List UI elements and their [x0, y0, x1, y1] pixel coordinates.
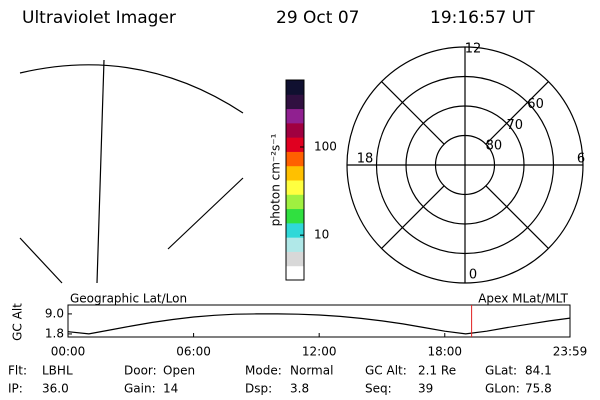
color-swatch — [286, 122, 304, 138]
color-swatch — [286, 94, 304, 110]
color-swatch — [286, 180, 304, 195]
lat-label: 70 — [506, 118, 523, 133]
info-value: Normal — [290, 364, 333, 378]
color-swatch — [286, 151, 304, 167]
info-value: 39 — [418, 382, 433, 396]
y-tick-label: 1.8 — [45, 326, 64, 340]
x-tick-label: 18:00 — [427, 345, 462, 359]
lat-label: 60 — [527, 97, 544, 112]
info-value: 84.1 — [525, 364, 552, 378]
color-swatch — [286, 251, 304, 267]
colorbar-label: photon cm⁻²s⁻¹ — [269, 133, 283, 226]
orbit-ylabel: GC Alt — [11, 303, 25, 341]
color-swatch — [286, 165, 304, 181]
colorbar-tick-label: 100 — [314, 139, 337, 153]
lat-label: 80 — [486, 139, 503, 154]
info-value: 75.8 — [525, 382, 552, 396]
info-value: 36.0 — [42, 382, 69, 396]
info-value: 3.8 — [290, 382, 309, 396]
time: 19:16:57 UT — [430, 8, 535, 28]
x-tick-label: 00:00 — [51, 345, 86, 359]
title: Ultraviolet Imager — [22, 8, 176, 28]
colorbar-tick-label: 10 — [314, 228, 329, 242]
info-key: IP: — [8, 382, 23, 396]
color-swatch — [286, 208, 304, 224]
mlt-label: 18 — [357, 152, 374, 167]
info-key: Flt: — [8, 364, 27, 378]
info-key: GC Alt: — [365, 364, 407, 378]
meridian — [167, 177, 244, 250]
meridian — [19, 237, 63, 284]
info-key: Gain: — [124, 382, 156, 396]
color-swatch — [286, 108, 304, 124]
diag-line — [381, 185, 445, 249]
colorbar-frame — [285, 79, 305, 281]
geo-map — [19, 59, 244, 284]
map-boundary — [19, 64, 244, 114]
color-swatch — [286, 80, 304, 95]
mlt-label: 0 — [469, 268, 477, 283]
mlt-label: 6 — [577, 152, 585, 167]
color-swatch — [286, 194, 304, 210]
x-tick-label: 06:00 — [176, 345, 211, 359]
diag-line — [485, 185, 549, 249]
orbit-right-label: Apex MLat/MLT — [478, 292, 568, 306]
info-key: Mode: — [245, 364, 282, 378]
mlt-label: 12 — [465, 42, 482, 57]
info-value: 2.1 Re — [418, 364, 456, 378]
info-value: LBHL — [42, 364, 73, 378]
orbit-frame — [67, 304, 571, 338]
info-key: GLat: — [485, 364, 517, 378]
color-swatch — [286, 265, 304, 281]
info-key: Dsp: — [245, 382, 272, 396]
info-key: Seq: — [365, 382, 392, 396]
info-value: Open — [163, 364, 195, 378]
diag-line — [485, 81, 549, 145]
info-key: Door: — [124, 364, 157, 378]
info-key: GLon: — [485, 382, 520, 396]
color-swatch — [286, 137, 304, 152]
meridian — [96, 59, 105, 284]
diag-line — [381, 81, 445, 145]
x-tick-label: 23:59 — [553, 345, 588, 359]
color-swatch — [286, 222, 304, 238]
altitude-line — [67, 313, 571, 335]
y-tick-label: 9.0 — [45, 306, 64, 320]
color-swatch — [286, 237, 304, 252]
x-tick-label: 12:00 — [302, 345, 337, 359]
info-value: 14 — [163, 382, 178, 396]
date: 29 Oct 07 — [276, 8, 359, 28]
orbit-left-label: Geographic Lat/Lon — [70, 292, 187, 306]
